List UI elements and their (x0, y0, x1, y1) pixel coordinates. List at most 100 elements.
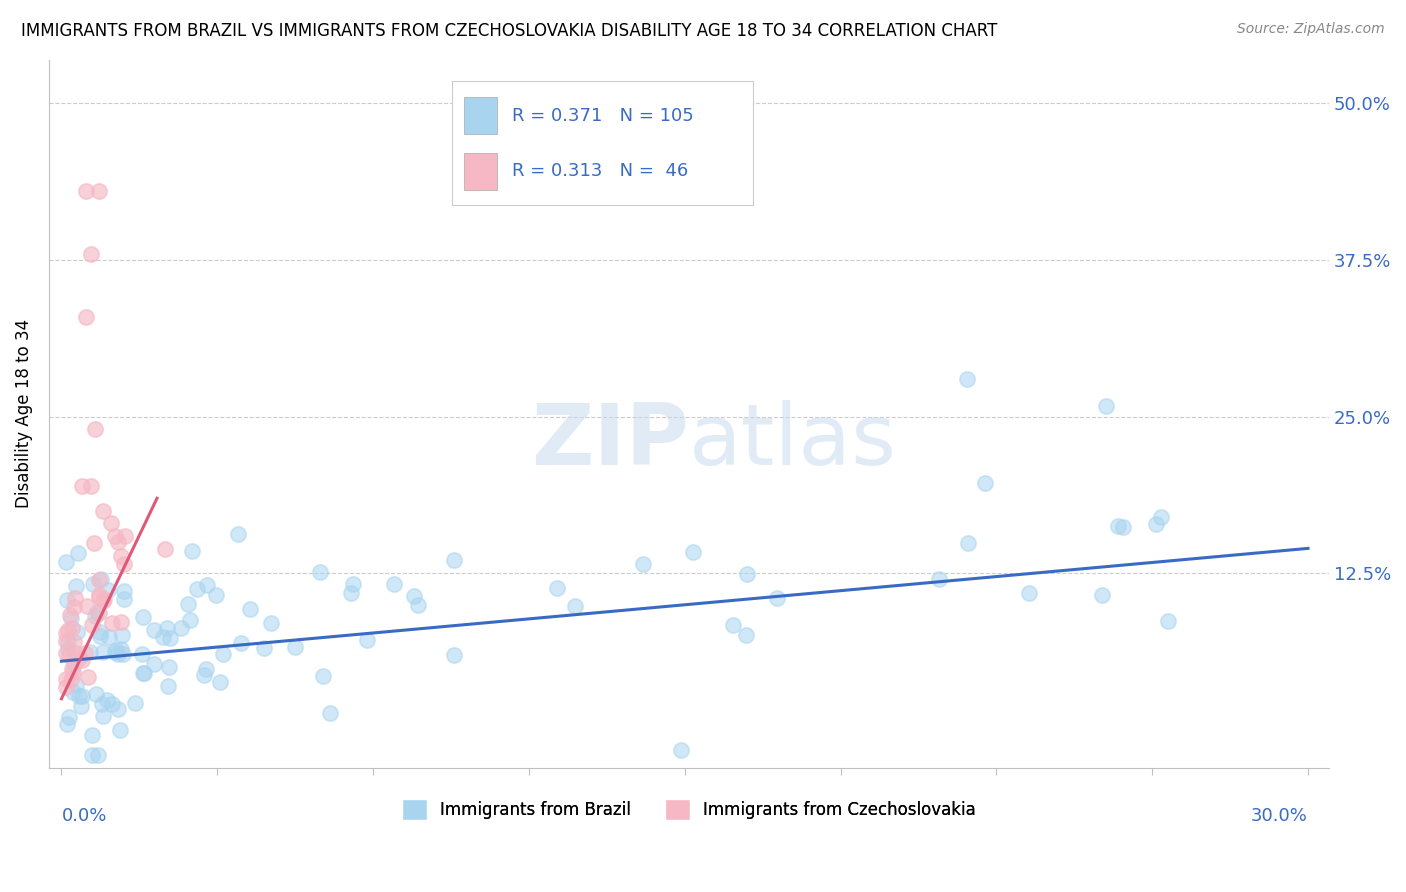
Point (87, 184, 110, 198)
Legend: Immigrants from Brazil, Immigrants from Czechoslovakia: Immigrants from Brazil, Immigrants from … (402, 799, 976, 820)
Point (260, 615, 283, 630)
Point (84, 687, 107, 701)
Point (55, 680, 77, 694)
Point (239, 602, 262, 616)
Point (111, 628, 134, 642)
Point (546, 581, 568, 595)
Text: ZIP: ZIP (531, 401, 689, 483)
Point (79, 645, 101, 659)
Point (319, 706, 342, 720)
Point (96, 693, 118, 707)
Point (766, 591, 789, 605)
Point (157, 659, 180, 673)
Point (56, 635, 79, 649)
Point (100, 615, 122, 630)
Point (70, 689, 93, 703)
Point (735, 628, 758, 642)
Point (69, 699, 91, 714)
Point (82, 748, 104, 763)
Text: Source: ZipAtlas.com: Source: ZipAtlas.com (1237, 22, 1385, 37)
Point (443, 552, 465, 566)
Point (177, 597, 200, 611)
Point (89, 625, 111, 640)
Y-axis label: Disability Age 18 to 34: Disability Age 18 to 34 (15, 319, 32, 508)
Point (311, 668, 333, 682)
Point (82, 577, 104, 591)
Point (1091, 588, 1114, 602)
Point (93, 591, 115, 606)
Point (402, 589, 425, 603)
Point (66, 546, 89, 560)
Point (284, 640, 307, 654)
Point (211, 647, 233, 661)
Point (974, 475, 997, 490)
Point (91, 644, 114, 658)
Point (382, 577, 405, 591)
Point (60, 662, 83, 676)
Point (342, 577, 364, 591)
Text: atlas: atlas (689, 401, 897, 483)
Point (76, 599, 98, 613)
Point (70, 479, 93, 493)
Point (62, 657, 84, 671)
Point (193, 668, 215, 682)
Point (107, 702, 129, 716)
Point (194, 662, 217, 676)
Point (721, 618, 744, 632)
Point (408, 598, 430, 612)
Point (309, 565, 332, 579)
Point (1112, 519, 1135, 533)
Point (1018, 586, 1040, 600)
Point (89, 629, 111, 643)
Point (112, 557, 135, 571)
Point (63, 600, 86, 615)
Point (87, 607, 110, 621)
Point (186, 582, 208, 596)
Point (87, 748, 110, 763)
Point (65, 591, 87, 605)
Point (170, 621, 193, 635)
Point (65, 579, 87, 593)
Point (231, 636, 253, 650)
Point (132, 666, 155, 681)
Point (80, 728, 103, 742)
Point (226, 526, 249, 541)
Point (1107, 519, 1129, 533)
Point (209, 674, 232, 689)
Point (155, 541, 177, 556)
Point (55, 646, 77, 660)
Point (83, 609, 105, 624)
Point (1157, 614, 1180, 628)
Text: 0.0%: 0.0% (62, 806, 107, 824)
Point (55, 626, 77, 640)
Point (159, 631, 181, 645)
Point (67, 689, 90, 703)
Point (75, 646, 97, 660)
Point (63, 635, 86, 649)
Point (114, 529, 136, 543)
Point (60, 621, 83, 635)
Point (104, 645, 127, 659)
Point (59, 610, 82, 624)
Point (76, 671, 98, 685)
Point (204, 588, 226, 602)
Point (70, 652, 93, 666)
Point (62, 665, 84, 680)
Point (956, 536, 979, 550)
Text: IMMIGRANTS FROM BRAZIL VS IMMIGRANTS FROM CZECHOSLOVAKIA DISABILITY AGE 18 TO 34: IMMIGRANTS FROM BRAZIL VS IMMIGRANTS FRO… (21, 22, 997, 40)
Point (112, 583, 135, 598)
Point (152, 630, 174, 644)
Point (112, 592, 135, 607)
Point (89, 573, 111, 587)
Point (79, 247, 101, 261)
Point (1150, 510, 1173, 524)
Point (107, 534, 129, 549)
Point (928, 572, 950, 586)
Point (356, 633, 378, 648)
Point (55, 555, 77, 569)
Point (60, 673, 83, 687)
Point (58, 648, 80, 662)
Point (55, 592, 77, 607)
Point (132, 666, 155, 681)
Point (55, 634, 77, 648)
